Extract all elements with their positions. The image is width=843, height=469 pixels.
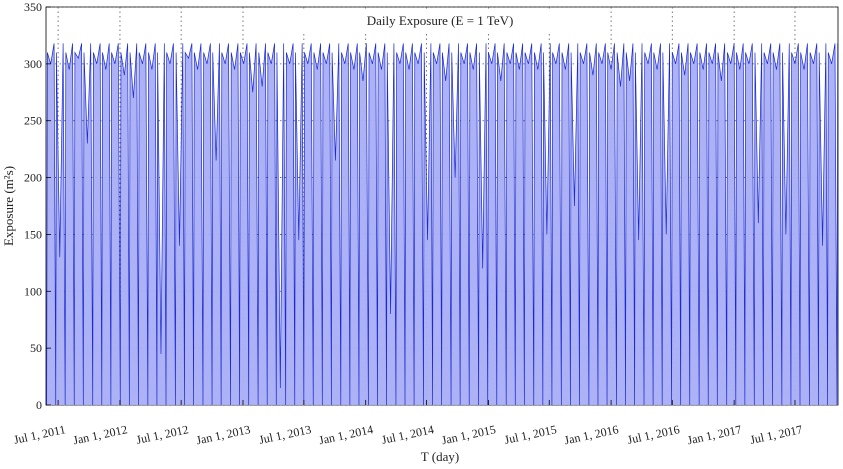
x-tick-label: Jul 1, 2015: [503, 422, 558, 447]
x-tick-label: Jul 1, 2016: [626, 422, 681, 447]
x-tick-label: Jul 1, 2011: [12, 422, 66, 447]
y-tick-label: 200: [24, 171, 42, 185]
y-tick-label: 300: [24, 57, 42, 71]
y-tick-label: 250: [24, 114, 42, 128]
y-tick-label: 150: [24, 227, 42, 241]
y-tick-label: 0: [36, 398, 42, 412]
x-tick-label: Jul 1, 2017: [749, 422, 804, 447]
x-tick-label: Jan 1, 2012: [72, 422, 129, 447]
y-axis-label: Exposure (m²s): [1, 166, 16, 246]
title-backdrop: [300, 11, 580, 31]
x-tick-label: Jul 1, 2014: [380, 422, 435, 447]
x-tick-label: Jan 1, 2017: [686, 422, 743, 447]
x-tick-label: Jul 1, 2013: [258, 422, 313, 447]
x-tick-label: Jul 1, 2012: [135, 422, 190, 447]
x-tick-label: Jan 1, 2016: [563, 422, 620, 447]
y-tick-label: 350: [24, 0, 42, 14]
x-tick-label: Jan 1, 2013: [195, 422, 252, 447]
chart-title: Daily Exposure (E = 1 TeV): [367, 13, 514, 28]
exposure-line: [46, 43, 838, 405]
y-tick-label: 100: [24, 284, 42, 298]
x-tick-label: Jan 1, 2014: [318, 422, 375, 447]
x-axis-label: T (day): [421, 449, 459, 464]
y-tick-label: 50: [30, 341, 42, 355]
series: [46, 43, 838, 405]
x-tick-label: Jan 1, 2015: [440, 422, 497, 447]
